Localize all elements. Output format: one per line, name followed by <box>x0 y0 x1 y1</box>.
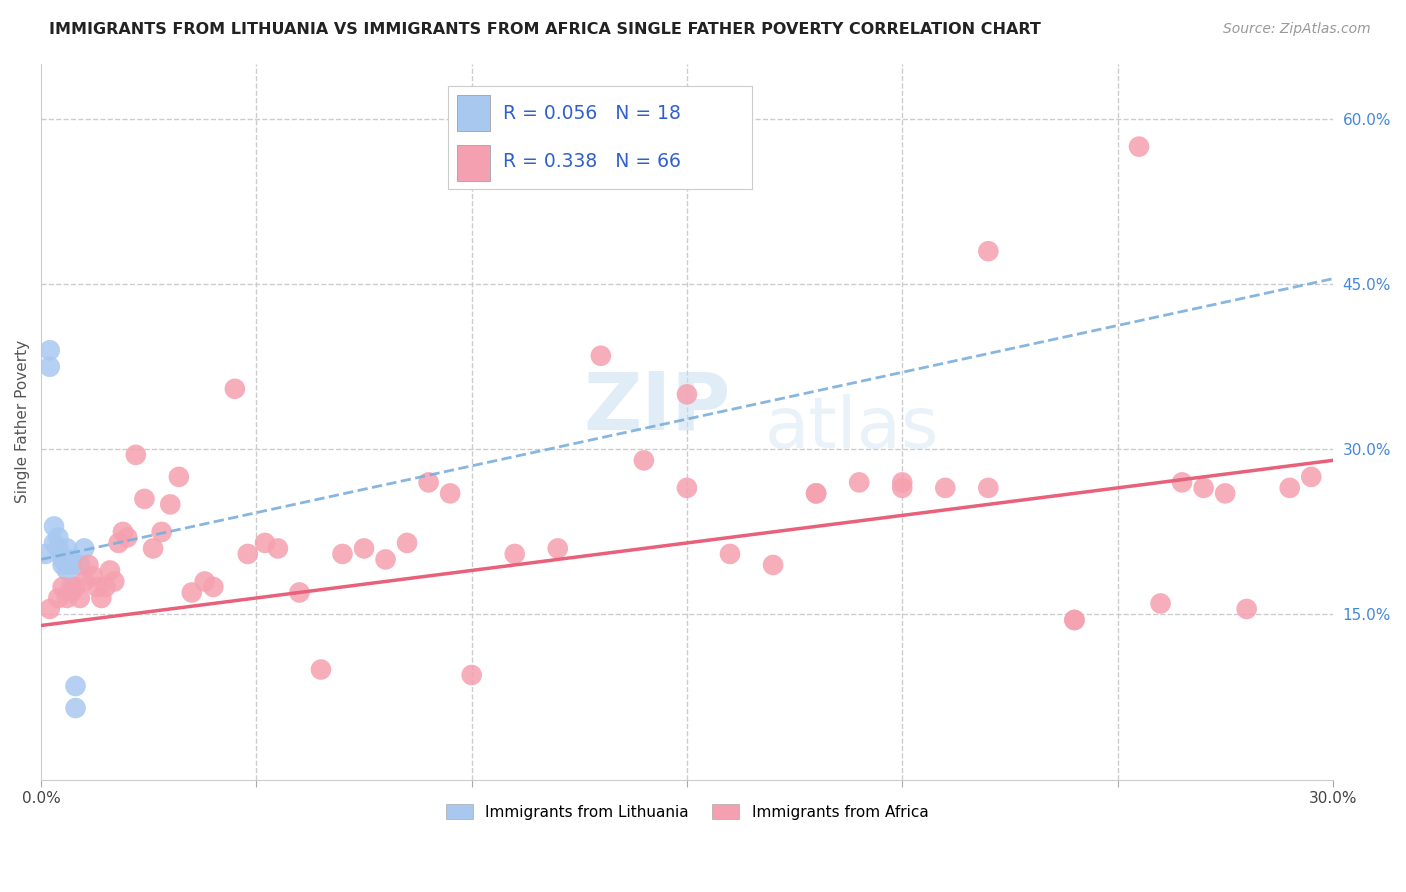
Point <box>111 524 134 539</box>
Point <box>1063 613 1085 627</box>
Point <box>60 585 83 599</box>
Point <box>90 591 112 605</box>
Point <box>202 580 225 594</box>
Point <box>180 585 202 599</box>
Point <box>38 602 60 616</box>
Point <box>167 470 190 484</box>
Point <box>460 668 482 682</box>
Legend: Immigrants from Lithuania, Immigrants from Africa: Immigrants from Lithuania, Immigrants fr… <box>440 797 935 826</box>
Text: Source: ZipAtlas.com: Source: ZipAtlas.com <box>1223 22 1371 37</box>
Point <box>56 541 79 556</box>
Point <box>56 564 79 578</box>
Point <box>1128 139 1150 153</box>
Point <box>73 541 96 556</box>
Point <box>98 564 121 578</box>
Point <box>1278 481 1301 495</box>
Point <box>65 580 87 594</box>
Point <box>418 475 440 490</box>
Text: atlas: atlas <box>765 394 939 464</box>
Point <box>134 491 156 506</box>
Point <box>309 663 332 677</box>
Point <box>1236 602 1258 616</box>
Point <box>60 580 83 594</box>
Point <box>65 679 87 693</box>
Point <box>38 343 60 358</box>
Point <box>77 558 100 572</box>
Point <box>804 486 827 500</box>
Point <box>547 541 569 556</box>
Point <box>589 349 612 363</box>
Point <box>52 552 75 566</box>
Point <box>718 547 741 561</box>
Y-axis label: Single Father Poverty: Single Father Poverty <box>15 340 30 503</box>
Point <box>46 530 69 544</box>
Point <box>56 591 79 605</box>
Point <box>439 486 461 500</box>
Point <box>46 591 69 605</box>
Point <box>159 497 181 511</box>
Point <box>676 481 699 495</box>
Point <box>353 541 375 556</box>
Point <box>253 536 276 550</box>
Point <box>150 524 173 539</box>
Point <box>288 585 311 599</box>
Point <box>1301 470 1323 484</box>
Point <box>73 574 96 589</box>
Point <box>38 359 60 374</box>
Point <box>60 558 83 572</box>
Point <box>1063 613 1085 627</box>
Point <box>82 569 104 583</box>
Point <box>804 486 827 500</box>
Point <box>42 519 65 533</box>
Point <box>236 547 259 561</box>
Point <box>224 382 246 396</box>
Point <box>267 541 290 556</box>
Point <box>103 574 125 589</box>
Point <box>1192 481 1215 495</box>
Point <box>374 552 396 566</box>
Point <box>69 558 91 572</box>
Text: ZIP: ZIP <box>583 368 731 447</box>
Point <box>1149 597 1171 611</box>
Text: IMMIGRANTS FROM LITHUANIA VS IMMIGRANTS FROM AFRICA SINGLE FATHER POVERTY CORREL: IMMIGRANTS FROM LITHUANIA VS IMMIGRANTS … <box>49 22 1040 37</box>
Point <box>332 547 354 561</box>
Point <box>65 701 87 715</box>
Point <box>891 475 914 490</box>
Point <box>34 547 56 561</box>
Point <box>676 387 699 401</box>
Point <box>503 547 526 561</box>
Point <box>934 481 956 495</box>
Point <box>115 530 138 544</box>
Point <box>1171 475 1194 490</box>
Point <box>94 580 117 594</box>
Point <box>86 580 108 594</box>
Point <box>977 244 1000 259</box>
Point <box>52 580 75 594</box>
Point <box>848 475 870 490</box>
Point <box>891 481 914 495</box>
Point <box>762 558 785 572</box>
Point <box>69 591 91 605</box>
Point <box>107 536 129 550</box>
Point <box>396 536 419 550</box>
Point <box>60 552 83 566</box>
Point <box>125 448 148 462</box>
Point <box>52 558 75 572</box>
Point <box>633 453 655 467</box>
Point <box>142 541 165 556</box>
Point <box>194 574 217 589</box>
Point <box>42 536 65 550</box>
Point <box>46 541 69 556</box>
Point <box>977 481 1000 495</box>
Point <box>1213 486 1236 500</box>
